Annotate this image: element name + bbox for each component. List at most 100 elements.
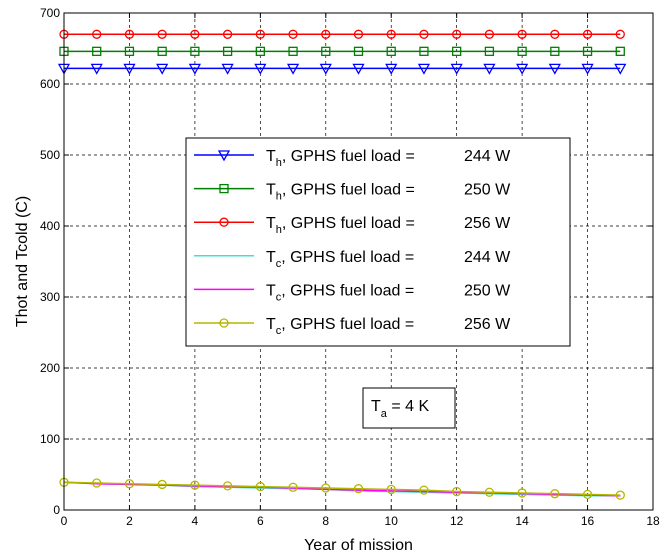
x-tick-label: 16	[581, 514, 595, 528]
data-point	[484, 487, 495, 497]
data-point	[385, 63, 398, 75]
data-point	[452, 486, 462, 497]
data-point	[582, 29, 593, 39]
legend-load-value: 244 W	[464, 249, 511, 266]
data-point	[353, 46, 364, 56]
data-point	[222, 46, 233, 56]
legend-load-value: 250 W	[464, 282, 511, 299]
data-point	[190, 480, 200, 490]
data-point	[581, 63, 594, 75]
data-point	[550, 29, 560, 39]
legend-load-value: 256 W	[464, 215, 511, 232]
legend-label: Th, GPHS fuel load =	[266, 182, 415, 203]
data-point	[92, 46, 102, 56]
legend-entry: Th, GPHS fuel load = 250 W	[194, 182, 511, 203]
data-point	[188, 63, 201, 75]
data-point	[450, 63, 463, 75]
series-3	[59, 29, 625, 39]
data-point	[254, 63, 267, 75]
data-point	[221, 63, 234, 75]
data-point	[517, 29, 527, 39]
data-point	[124, 29, 135, 39]
data-point	[255, 29, 265, 39]
data-point	[190, 29, 200, 39]
legend-box	[185, 137, 571, 347]
data-point	[288, 482, 298, 492]
data-point	[157, 29, 167, 39]
data-point	[452, 46, 462, 56]
data-point	[353, 29, 364, 39]
series-6	[59, 477, 625, 500]
data-point	[319, 63, 332, 75]
data-point	[550, 46, 560, 56]
data-point	[386, 29, 396, 39]
data-point	[156, 63, 169, 75]
y-axis-label: Thot and Tcold (C)	[14, 196, 31, 327]
data-point	[190, 46, 200, 56]
x-axis-label: Year of mission	[304, 537, 413, 554]
data-point	[615, 46, 625, 56]
legend-entry: Th, GPHS fuel load = 256 W	[194, 215, 511, 236]
data-point	[92, 478, 102, 488]
data-point	[353, 484, 364, 494]
data-point	[419, 485, 429, 495]
y-tick-label: 600	[40, 77, 60, 91]
legend-label: Tc, GPHS fuel load =	[266, 316, 414, 337]
series-2	[59, 46, 625, 56]
data-point	[615, 29, 625, 39]
legend-label: Th, GPHS fuel load =	[266, 148, 415, 169]
data-point	[386, 484, 396, 495]
legend-load-value: 256 W	[464, 316, 511, 333]
data-point	[419, 29, 429, 39]
data-point	[321, 46, 331, 56]
y-tick-label: 200	[40, 361, 60, 375]
data-point	[582, 489, 593, 500]
series-layer	[57, 29, 627, 500]
x-tick-label: 8	[322, 514, 329, 528]
series-line	[63, 481, 621, 496]
annotation-box: Ta = 4 K	[362, 387, 456, 429]
legend-entry: Tc, GPHS fuel load = 250 W	[194, 282, 511, 303]
legend-label: Tc, GPHS fuel load =	[266, 282, 414, 303]
legend: Th, GPHS fuel load = 244 W Th, GPHS fuel l…	[185, 137, 571, 347]
x-tick-label: 2	[126, 514, 133, 528]
data-point	[386, 46, 396, 56]
data-point	[222, 481, 233, 491]
data-point	[92, 29, 102, 39]
data-point	[217, 150, 231, 162]
data-point	[321, 29, 331, 39]
data-point	[219, 217, 229, 227]
data-point	[124, 479, 135, 489]
data-point	[548, 63, 561, 75]
data-point	[517, 488, 527, 498]
data-point	[550, 489, 560, 499]
data-point	[157, 479, 167, 490]
y-tick-label: 400	[40, 219, 60, 233]
data-point	[517, 46, 527, 56]
data-point	[123, 63, 136, 75]
data-point	[286, 63, 300, 75]
data-point	[615, 490, 625, 500]
data-point	[516, 63, 529, 75]
data-point	[219, 318, 229, 328]
data-point	[157, 46, 167, 56]
data-point	[417, 63, 431, 75]
legend-entry: Tc, GPHS fuel load = 244 W	[194, 249, 511, 270]
data-point	[222, 29, 233, 39]
y-tick-label: 700	[40, 6, 60, 20]
data-point	[452, 29, 462, 39]
data-point	[321, 483, 331, 493]
data-point	[219, 183, 229, 194]
y-tick-label: 100	[40, 432, 60, 446]
data-point	[419, 46, 429, 56]
y-tick-label: 300	[40, 290, 60, 304]
x-tick-label: 12	[450, 514, 464, 528]
x-tick-label: 6	[257, 514, 264, 528]
legend-load-value: 244 W	[464, 148, 511, 165]
x-tick-label: 14	[515, 514, 529, 528]
y-tick-label: 0	[53, 503, 60, 517]
legend-load-value: 250 W	[464, 182, 511, 199]
x-tick-label: 18	[646, 514, 660, 528]
annotation-frame	[362, 387, 456, 429]
data-point	[124, 46, 135, 56]
